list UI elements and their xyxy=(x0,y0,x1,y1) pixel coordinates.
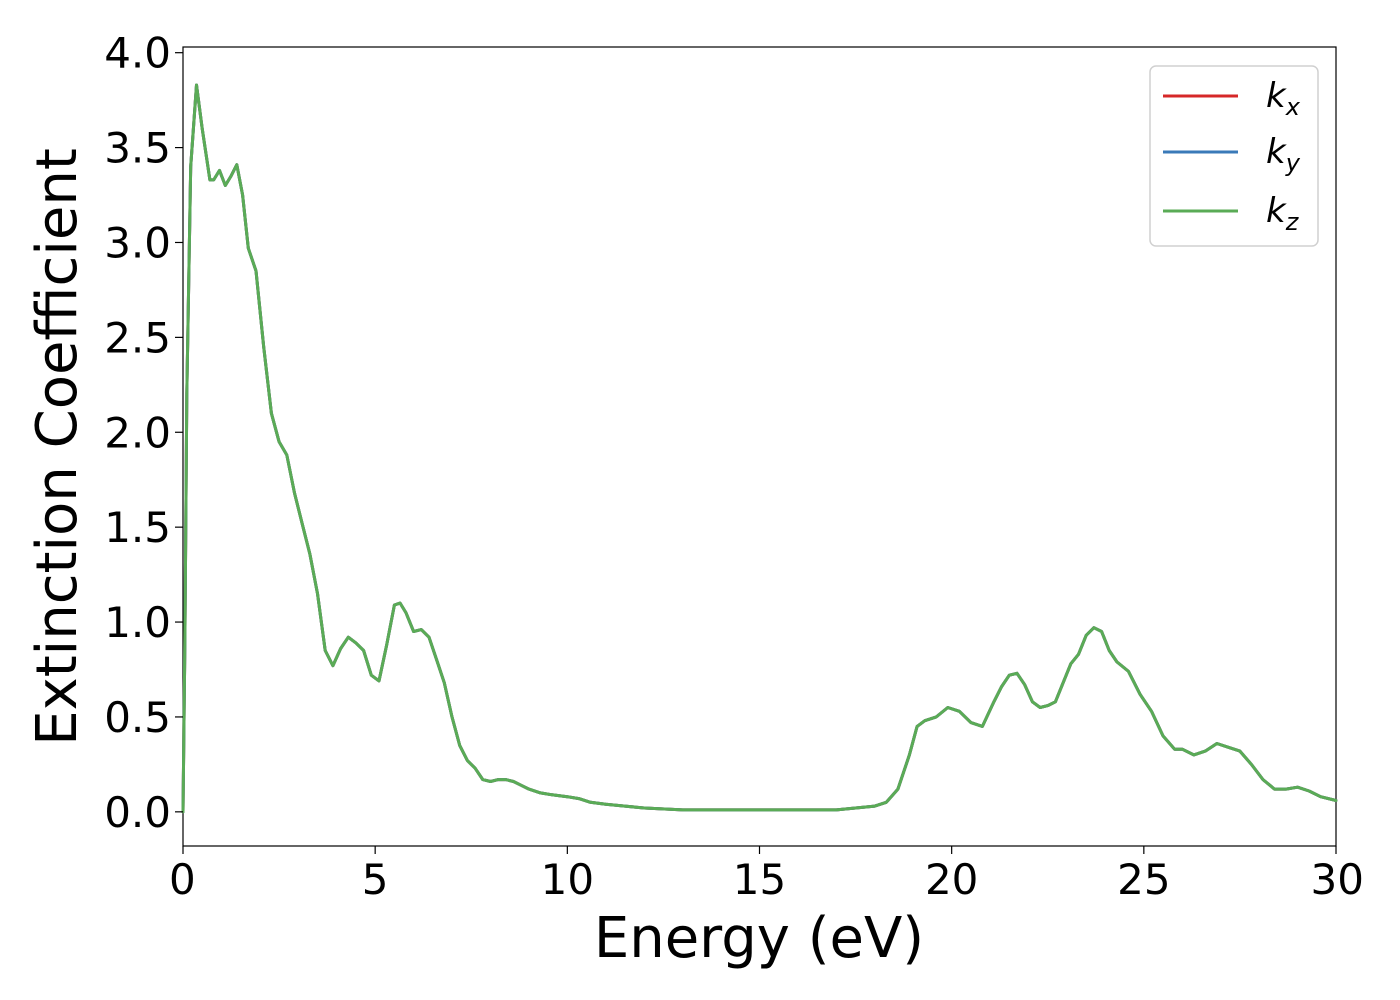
x-tick-label: 20 xyxy=(925,855,978,904)
y-tick-label: 1.5 xyxy=(104,503,171,552)
legend-subscript-kz: z xyxy=(1285,208,1300,236)
x-tick-label: 5 xyxy=(362,855,389,904)
legend-symbol-ky: k xyxy=(1266,132,1287,172)
x-axis-title: Energy (eV) xyxy=(594,906,924,971)
y-tick-label: 3.0 xyxy=(104,218,171,267)
legend-label-kz: kz xyxy=(1266,191,1300,236)
legend-subscript-ky: y xyxy=(1285,149,1301,177)
series-group xyxy=(181,83,1338,814)
legend-symbol-kz: k xyxy=(1266,191,1287,231)
legend-entry-ky: ky xyxy=(1163,132,1301,177)
legend-frame xyxy=(1149,65,1319,247)
legend-symbol-kx: k xyxy=(1266,76,1287,116)
y-tick-label: 2.5 xyxy=(104,313,171,362)
x-tick-label: 15 xyxy=(733,855,786,904)
y-tick-label: 2.0 xyxy=(104,408,171,457)
y-axis-ticks: 0.0 0.5 1.0 1.5 2.0 2.5 3.0 3.5 4.0 xyxy=(104,29,183,837)
x-tick-label: 25 xyxy=(1117,855,1170,904)
y-tick-label: 1.0 xyxy=(104,598,171,647)
legend-subscript-kx: x xyxy=(1285,93,1301,121)
y-tick-label: 4.0 xyxy=(104,29,171,78)
y-tick-label: 3.5 xyxy=(104,124,171,173)
legend-label-ky: ky xyxy=(1266,132,1301,177)
x-tick-label: 30 xyxy=(1311,855,1364,904)
x-axis-ticks: 0 5 10 15 20 25 30 xyxy=(169,846,1364,904)
series-line-kz xyxy=(181,83,1338,814)
legend-entry-kx: kx xyxy=(1163,76,1301,121)
legend-label-kx: kx xyxy=(1266,76,1301,121)
y-axis-title: Extinction Coefficient xyxy=(25,148,90,746)
x-tick-label: 0 xyxy=(169,855,196,904)
legend-entry-kz: kz xyxy=(1163,191,1300,236)
x-tick-label: 10 xyxy=(541,855,594,904)
legend: kx ky kz xyxy=(1149,65,1319,247)
y-tick-label: 0.0 xyxy=(104,788,171,837)
y-tick-label: 0.5 xyxy=(104,693,171,742)
